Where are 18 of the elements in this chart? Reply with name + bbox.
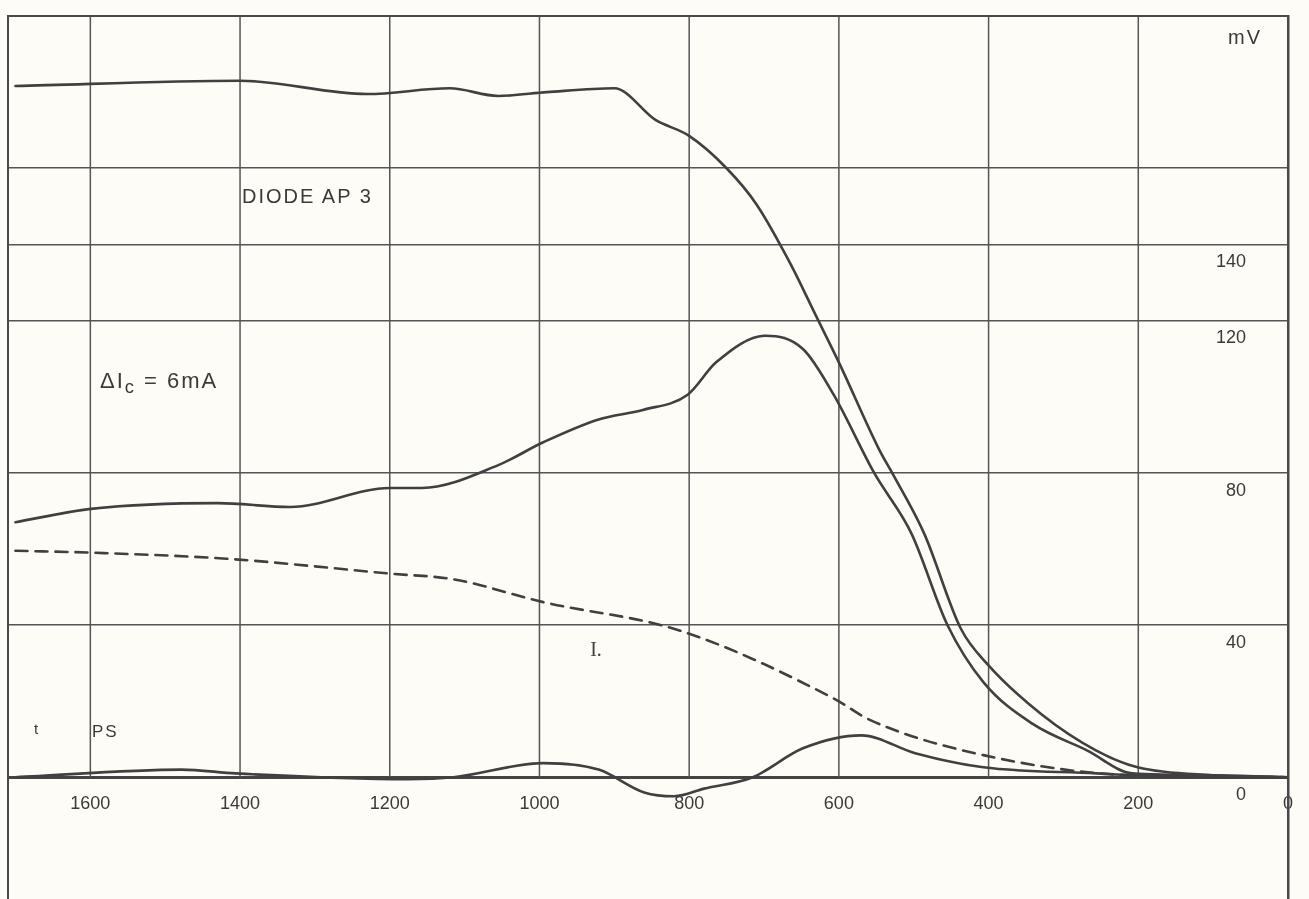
- x-tick-label: 1600: [70, 792, 111, 813]
- text: DIODE AP 3: [242, 185, 373, 208]
- series-label: I.: [590, 637, 602, 660]
- x-tick-label: 1400: [220, 792, 261, 813]
- x-tick-label: 1200: [369, 792, 410, 813]
- x-tick-label: 200: [1123, 792, 1154, 813]
- y-axis-title: mV: [1228, 26, 1262, 49]
- x-tick-label: 400: [973, 792, 1004, 813]
- x-axis-title: PS: [92, 722, 119, 742]
- x-tick-label: 600: [823, 792, 854, 813]
- x-tick-label: 800: [674, 792, 705, 813]
- y-tick-label: 140: [1215, 251, 1246, 272]
- annotation: t: [34, 720, 41, 737]
- y-tick-label: 120: [1215, 327, 1246, 348]
- x-tick-label: 1000: [519, 792, 560, 813]
- annotation: ΔI$_{c}$ = 6mA: [100, 368, 219, 399]
- y-tick-label: 80: [1225, 479, 1246, 500]
- y-tick-label: 40: [1225, 631, 1246, 652]
